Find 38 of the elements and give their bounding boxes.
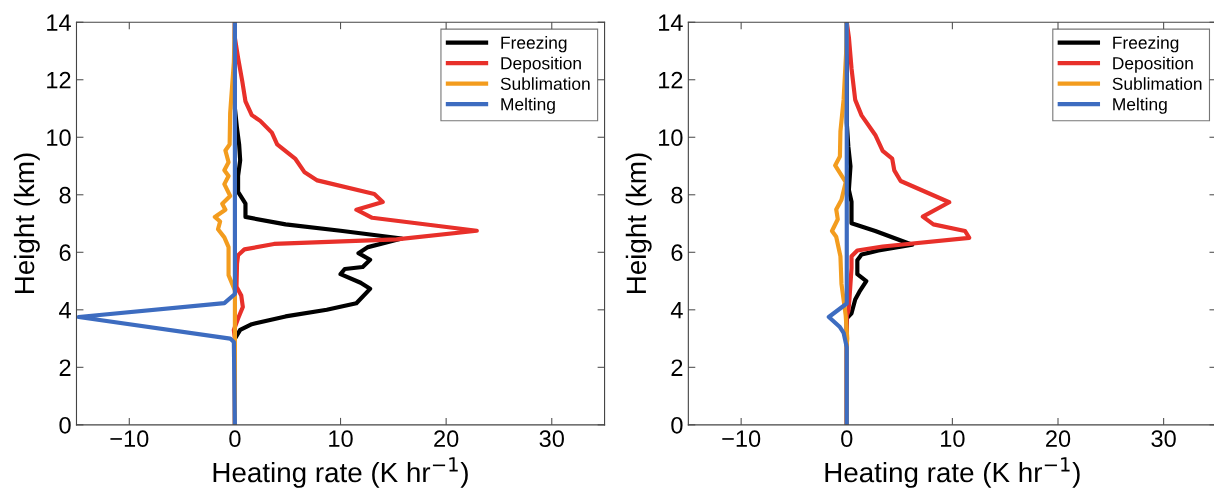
y-tick-label: 0 bbox=[671, 416, 683, 434]
x-tick-label: 10 bbox=[329, 430, 353, 448]
x-tick-label: −10 bbox=[722, 430, 761, 448]
legend-label: Freezing bbox=[1113, 36, 1179, 53]
legend-label: Melting bbox=[1113, 97, 1167, 114]
x-tick-label: 30 bbox=[1151, 430, 1176, 448]
legend-label: Freezing bbox=[501, 36, 567, 53]
x-tick-label: 0 bbox=[841, 430, 853, 448]
legend-label: Sublimation bbox=[1112, 77, 1202, 90]
y-tick-label: 2 bbox=[671, 359, 683, 376]
y-tick-label: 4 bbox=[670, 302, 683, 319]
y-tick-label: 14 bbox=[659, 14, 683, 31]
x-tick-label: 30 bbox=[539, 430, 564, 448]
y-tick-label: 14 bbox=[47, 14, 71, 31]
y-tick-label: 6 bbox=[671, 244, 683, 262]
y-tick-label: 6 bbox=[59, 244, 71, 262]
legend-label: Sublimation bbox=[500, 77, 590, 90]
x-tick-label: 0 bbox=[229, 430, 241, 448]
y-tick-label: 4 bbox=[59, 302, 71, 319]
legend-label: Melting bbox=[501, 97, 555, 114]
x-tick-label: 10 bbox=[941, 430, 965, 448]
y-tick-label: 10 bbox=[47, 129, 71, 147]
x-tick-label: 20 bbox=[434, 430, 459, 448]
y-tick-label: 10 bbox=[659, 129, 683, 147]
x-tick-label: −10 bbox=[110, 430, 149, 448]
x-axis-title: Heating rate (K hr$^{−1}$) bbox=[825, 457, 1080, 488]
y-tick-label: 0 bbox=[59, 416, 71, 434]
y-tick-label: 2 bbox=[59, 359, 71, 376]
x-axis-title: Heating rate (K hr$^{−1}$) bbox=[213, 457, 468, 488]
y-tick-label: 8 bbox=[671, 186, 683, 204]
legend-label: Deposition bbox=[501, 56, 581, 73]
x-tick-label: 20 bbox=[1046, 430, 1071, 448]
y-axis-title: Height (km) bbox=[13, 153, 40, 294]
y-axis-title: Height (km) bbox=[625, 153, 652, 294]
y-tick-label: 12 bbox=[659, 71, 683, 89]
y-tick-label: 12 bbox=[47, 71, 71, 89]
legend-label: Deposition bbox=[1113, 56, 1193, 73]
y-tick-label: 8 bbox=[59, 186, 71, 204]
